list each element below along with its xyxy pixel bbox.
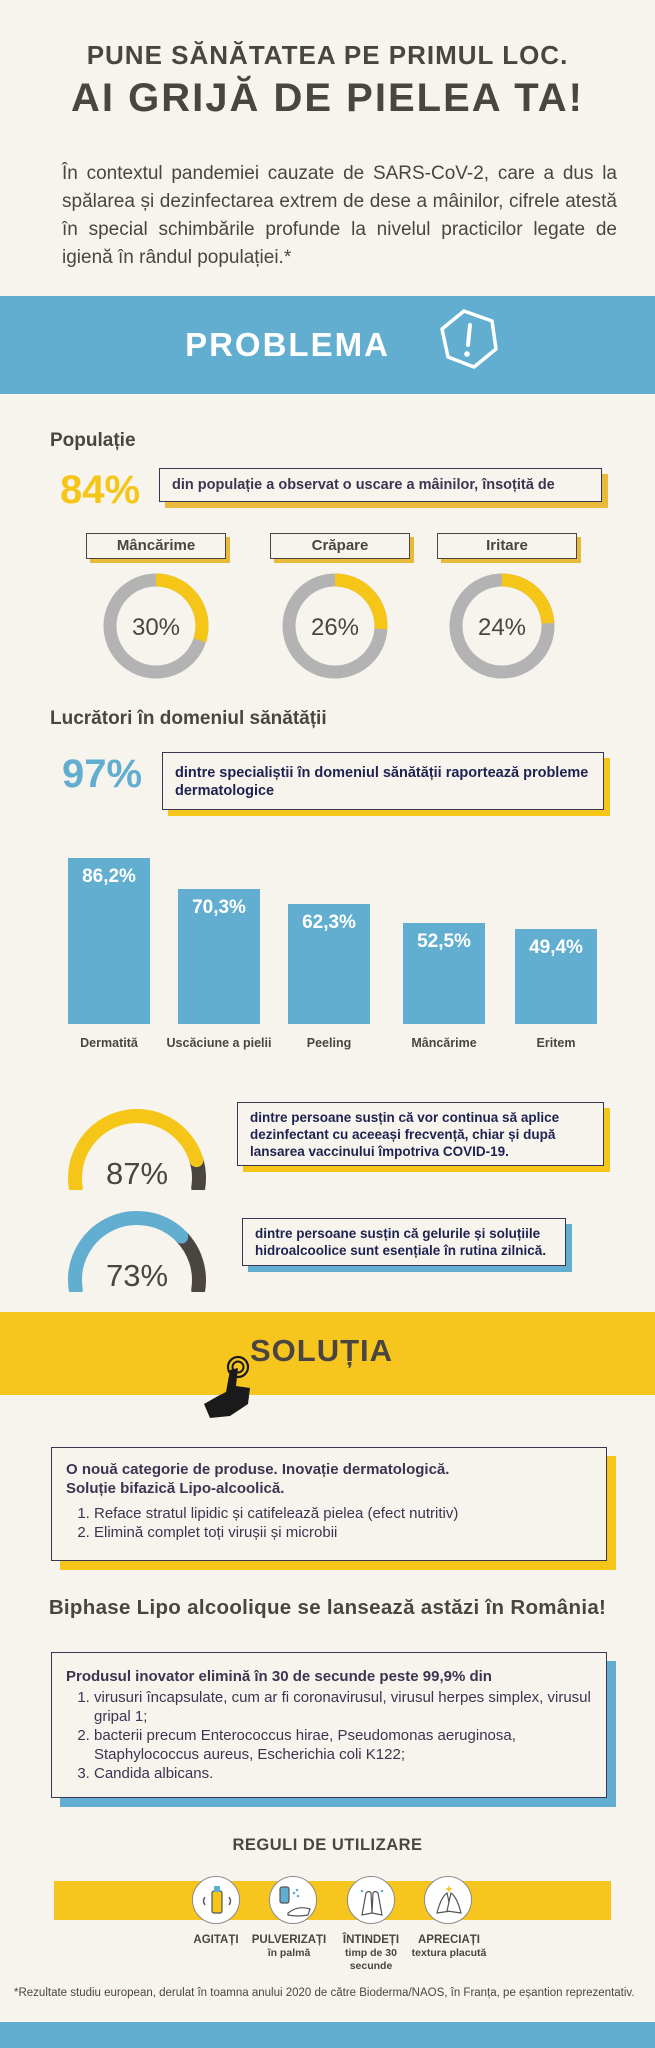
population-pct: 84% [60, 468, 141, 512]
hands-sparkle-icon [424, 1876, 472, 1924]
donut-label-crack: Crăpare [270, 533, 410, 559]
gauge-73-chart: 73% [68, 1211, 206, 1292]
rules-title: REGULI DE UTILIZARE [232, 1836, 423, 1854]
bar-value-label: 86,2% [82, 866, 136, 888]
donut-charts: 30% 26% 24% [103, 573, 555, 679]
gauge-87-chart: 87% [68, 1109, 206, 1190]
pointing-hand-icon [204, 1355, 250, 1418]
gauge-value-label: 87% [106, 1156, 168, 1190]
launch-heading: Biphase Lipo alcoolique se lansează astă… [48, 1596, 607, 1619]
solution-band [0, 1312, 655, 1395]
rule-step-3: ÎNTINDEȚI timp de 30 secunde [342, 1934, 400, 1972]
solution-box: O nouă categorie de produse. Inovație de… [51, 1447, 607, 1561]
donut-label-itch: Mâncărime [86, 533, 226, 559]
gauge-value-label: 73% [106, 1258, 168, 1292]
donut-label-irritation: Iritare [437, 533, 577, 559]
rules-band [54, 1881, 611, 1920]
bar-category-label: Uscăciune a pielii [166, 1036, 272, 1050]
bar-category-label: Dermatită [80, 1036, 138, 1050]
gauge-87-callout: dintre persoane susțin că vor continua s… [237, 1102, 604, 1166]
rub-hands-icon [347, 1876, 395, 1924]
solution-box-title-2: Soluție bifazică Lipo-alcoolică. [66, 1480, 285, 1497]
bar-3: 52,5% [403, 923, 485, 1024]
solution-list: Reface stratul lipidic și catifelează pi… [94, 1504, 592, 1542]
product-list: virusuri încapsulate, cum ar fi coronavi… [94, 1688, 592, 1783]
list-item: Candida albicans. [94, 1764, 592, 1783]
population-title: Populație [50, 430, 136, 451]
donut-value-arc [103, 573, 209, 679]
bar-category-label: Mâncărime [411, 1036, 477, 1050]
rule-step-1: AGITAȚI [193, 1934, 239, 1946]
rule-step-2: PULVERIZAȚI în palmă [251, 1934, 327, 1959]
health-workers-pct: 97% [62, 752, 143, 796]
bar-0: 86,2% [68, 858, 150, 1024]
bar-value-label: 62,3% [302, 912, 356, 934]
bar-2: 62,3% [288, 904, 370, 1024]
product-box: Produsul inovator elimină în 30 de secun… [51, 1652, 607, 1798]
donut-1: 26% [282, 573, 388, 679]
solution-box-title-1: O nouă categorie de produse. Inovație de… [66, 1461, 450, 1478]
shake-bottle-icon [192, 1876, 240, 1924]
donut-value-label: 30% [132, 614, 180, 641]
rule-step-4: APRECIAȚI textura placută [411, 1934, 487, 1959]
intro-paragraph: În contextul pandemiei cauzate de SARS-C… [62, 163, 617, 268]
spray-hand-icon [269, 1876, 317, 1924]
donut-2: 24% [449, 573, 555, 679]
donut-value-arc [282, 573, 388, 679]
bar-4: 49,4% [515, 929, 597, 1024]
bar-value-label: 70,3% [192, 897, 246, 919]
bar-value-label: 49,4% [529, 937, 583, 959]
list-item: virusuri încapsulate, cum ar fi coronavi… [94, 1688, 592, 1726]
headline-line-1: PUNE SĂNĂTATEA PE PRIMUL LOC. [86, 40, 569, 70]
gauge-remaining-arc [174, 1229, 206, 1292]
problem-title: PROBLEMA [185, 326, 390, 363]
bar-category-label: Eritem [536, 1036, 576, 1050]
donut-0: 30% [103, 573, 209, 679]
bar-category-label: Peeling [306, 1036, 352, 1050]
list-item: bacterii precum Enterococcus hirae, Pseu… [94, 1726, 592, 1764]
bar-1: 70,3% [178, 889, 260, 1024]
footnote: *Rezultate studiu european, derulat în t… [14, 1987, 635, 1999]
list-item: Elimină complet toți virușii și microbii [94, 1523, 592, 1542]
gauge-73-callout: dintre persoane susțin că gelurile și so… [242, 1218, 566, 1266]
population-callout: din populație a observat o uscare a mâin… [159, 468, 602, 502]
health-workers-title: Lucrători în domeniul sănătății [50, 708, 327, 729]
product-box-title: Produsul inovator elimină în 30 de secun… [66, 1668, 492, 1685]
bottom-band [0, 2022, 655, 2048]
donut-value-label: 24% [478, 614, 526, 641]
bar-value-label: 52,5% [417, 931, 471, 953]
donut-value-arc [449, 573, 555, 679]
list-item: Reface stratul lipidic și catifelează pi… [94, 1504, 592, 1523]
solution-title: SOLUȚIA [250, 1333, 394, 1368]
donut-value-label: 26% [311, 614, 359, 641]
headline-line-2: AI GRIJĂ DE PIELEA TA! [71, 76, 584, 120]
health-workers-callout: dintre specialiștii în domeniul sănătăți… [162, 752, 604, 810]
warning-exclamation-icon [440, 309, 498, 369]
gauge-value-arc [68, 1109, 204, 1190]
dermatology-bar-chart: 86,2% Dermatită 70,3% Uscăciune a pielii 62,… [0, 820, 655, 1070]
problem-band [0, 296, 655, 394]
gauge-value-arc [68, 1211, 189, 1292]
